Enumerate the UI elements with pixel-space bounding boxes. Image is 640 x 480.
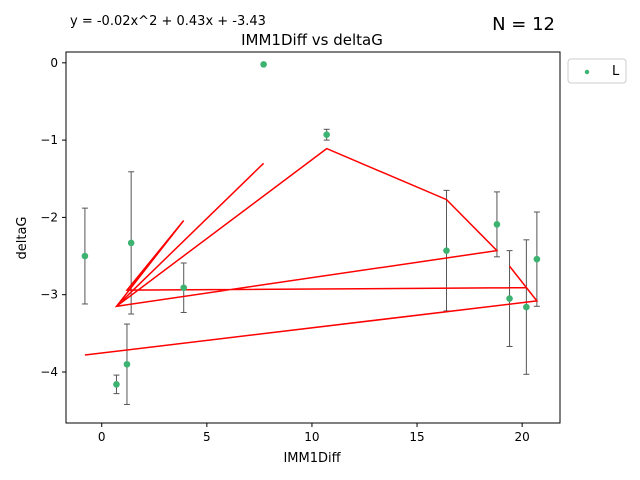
data-point xyxy=(260,61,267,68)
data-point xyxy=(506,295,513,302)
x-tick-label: 15 xyxy=(409,430,424,444)
sample-count: N = 12 xyxy=(492,14,555,35)
y-tick-label: −3 xyxy=(40,288,58,302)
x-tick-label: 0 xyxy=(98,430,106,444)
y-tick-label: 0 xyxy=(50,56,58,70)
data-point xyxy=(113,381,120,388)
data-point xyxy=(533,255,541,263)
legend-box xyxy=(567,58,627,84)
fit-equation: y = -0.02x^2 + 0.43x + -3.43 xyxy=(70,14,266,29)
x-tick-label: 5 xyxy=(203,430,211,444)
plot-frame xyxy=(65,51,561,424)
legend-label: L xyxy=(612,64,620,79)
fit-line-group xyxy=(84,147,539,356)
y-axis-label: deltaG xyxy=(15,217,30,260)
x-tick-label: 10 xyxy=(304,430,319,444)
x-axis-label: IMM1Diff xyxy=(283,451,341,466)
axis-ticks: 0 5 10 15 20 0 −1 −2 −3 −4 xyxy=(40,56,530,444)
data-point xyxy=(493,221,501,228)
chart-title: IMM1Diff vs deltaG xyxy=(241,31,383,49)
data-points xyxy=(81,61,541,388)
data-point xyxy=(123,360,131,368)
legend-marker xyxy=(584,69,590,75)
data-point xyxy=(323,131,330,139)
data-point xyxy=(523,303,530,311)
y-tick-label: −2 xyxy=(40,210,58,224)
data-point xyxy=(81,252,89,260)
y-tick-label: −1 xyxy=(40,133,58,147)
data-point xyxy=(443,247,450,254)
x-tick-label: 20 xyxy=(515,430,530,444)
fit-line xyxy=(84,147,539,356)
legend: L xyxy=(567,58,627,84)
data-point xyxy=(127,239,135,247)
data-point xyxy=(180,284,188,292)
error-bars xyxy=(81,128,540,405)
y-tick-label: −4 xyxy=(40,365,58,379)
